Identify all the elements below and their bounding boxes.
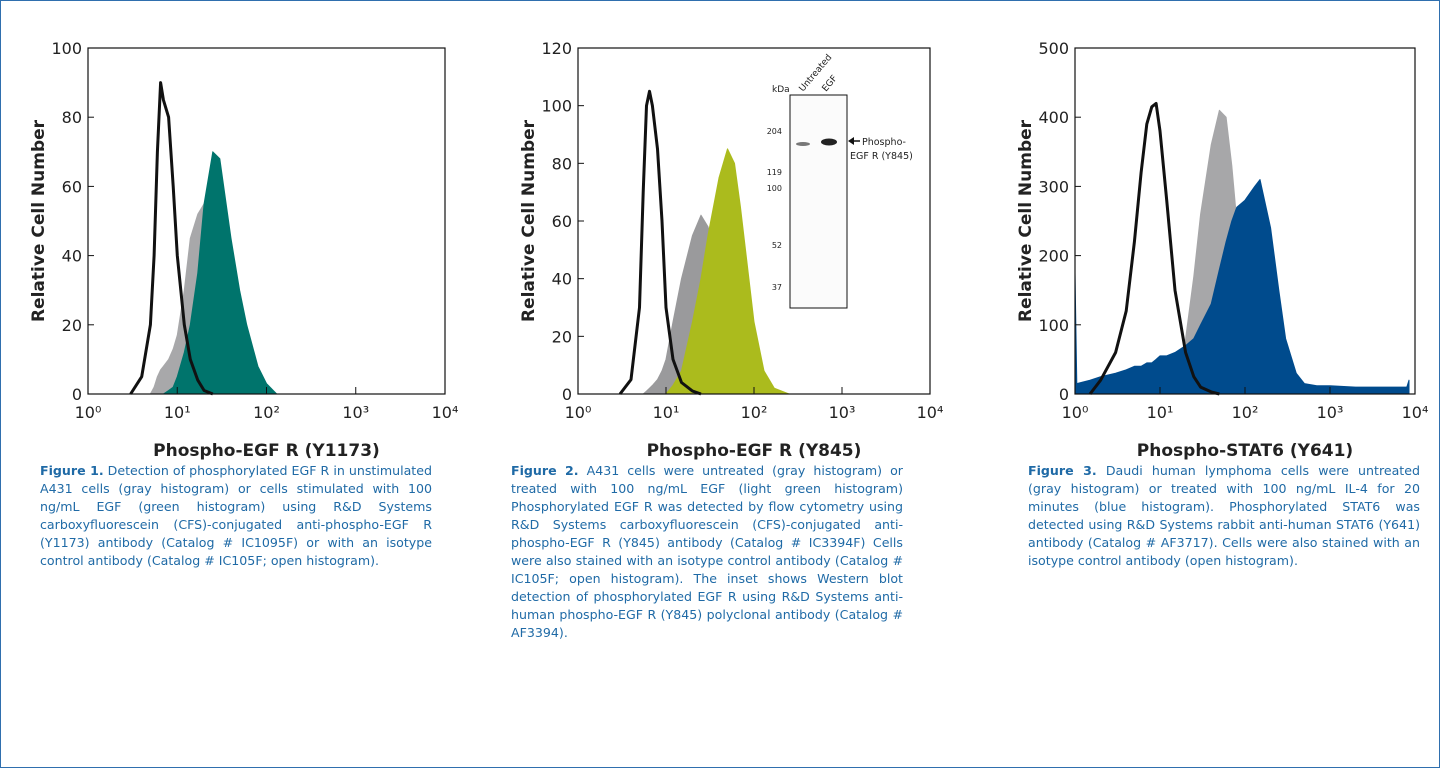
lane-label: EGF [821, 74, 840, 94]
x-axis-label: Phospho-STAT6 (Y641) [1137, 441, 1353, 461]
y-tick-label: 100 [51, 39, 82, 58]
band [796, 142, 810, 146]
x-tick-label: 10² [253, 403, 280, 422]
caption-text: Daudi human lymphoma cells were untreate… [1028, 463, 1420, 568]
histogram-outline [129, 81, 214, 396]
x-tick-label: 10¹ [653, 403, 680, 422]
marker-label: 37 [772, 283, 782, 292]
histogram-area [1074, 179, 1410, 395]
histogram-area [162, 151, 278, 395]
plot-frame [87, 47, 446, 395]
y-tick-label: 100 [541, 97, 572, 116]
histogram-outline [1088, 101, 1220, 396]
y-tick-label: 400 [1038, 108, 1069, 127]
arrow-head [848, 137, 854, 145]
x-tick-label: 10⁰ [565, 403, 592, 422]
y-tick-label: 100 [1038, 316, 1069, 335]
x-tick-label: 10¹ [1147, 403, 1174, 422]
caption-label: Figure 2. [511, 463, 579, 478]
caption-label: Figure 1. [40, 463, 104, 478]
x-tick-label: 10³ [829, 403, 856, 422]
x-axis-label: Phospho-EGF R (Y1173) [153, 441, 380, 461]
caption: Figure 2. A431 cells were untreated (gra… [511, 462, 903, 642]
blot-frame [789, 94, 848, 309]
inset-unit: kDa [772, 85, 790, 95]
y-tick-label: 80 [552, 154, 572, 173]
y-tick-label: 20 [62, 316, 82, 335]
marker-label: 119 [767, 168, 782, 177]
marker-label: 204 [767, 127, 782, 136]
y-tick-label: 40 [552, 270, 572, 289]
x-tick-label: 10⁰ [1062, 403, 1089, 422]
x-tick-label: 10² [741, 403, 768, 422]
caption-text: Detection of phosphorylated EGF R in uns… [40, 463, 432, 568]
y-tick-label: 0 [562, 385, 572, 404]
histogram-area [665, 148, 790, 395]
x-tick-label: 10⁰ [75, 403, 102, 422]
marker-label: 52 [772, 241, 782, 250]
y-tick-label: 80 [62, 108, 82, 127]
y-tick-label: 60 [62, 177, 82, 196]
x-tick-label: 10⁴ [917, 403, 944, 422]
caption-text: A431 cells were untreated (gray histogra… [511, 463, 903, 640]
band [821, 138, 837, 146]
x-tick-label: 10⁴ [1402, 403, 1429, 422]
caption: Figure 3. Daudi human lymphoma cells wer… [1028, 462, 1420, 570]
y-tick-label: 40 [62, 247, 82, 266]
y-tick-label: 0 [1059, 385, 1069, 404]
y-axis-label: Relative Cell Number [29, 119, 49, 322]
x-tick-label: 10¹ [164, 403, 191, 422]
inset-annotation: EGF R (Y845) [850, 151, 913, 162]
y-tick-label: 300 [1038, 177, 1069, 196]
x-tick-label: 10³ [1317, 403, 1344, 422]
y-axis-label: Relative Cell Number [1016, 119, 1036, 322]
caption: Figure 1. Detection of phosphorylated EG… [40, 462, 432, 570]
x-tick-label: 10³ [342, 403, 369, 422]
marker-label: 100 [767, 184, 782, 193]
x-axis-label: Phospho-EGF R (Y845) [647, 441, 862, 461]
y-tick-label: 500 [1038, 39, 1069, 58]
y-tick-label: 200 [1038, 247, 1069, 266]
caption-label: Figure 3. [1028, 463, 1097, 478]
y-axis-label: Relative Cell Number [519, 119, 539, 322]
inset-annotation: Phospho- [862, 137, 906, 148]
histogram-outline [618, 89, 702, 396]
x-tick-label: 10² [1232, 403, 1259, 422]
y-tick-label: 120 [541, 39, 572, 58]
x-tick-label: 10⁴ [432, 403, 459, 422]
y-tick-label: 20 [552, 327, 572, 346]
y-tick-label: 0 [72, 385, 82, 404]
y-tick-label: 60 [552, 212, 572, 231]
inset-blot: kDa UntreatedEGF2041191005237Phospho-EGF … [767, 53, 913, 309]
